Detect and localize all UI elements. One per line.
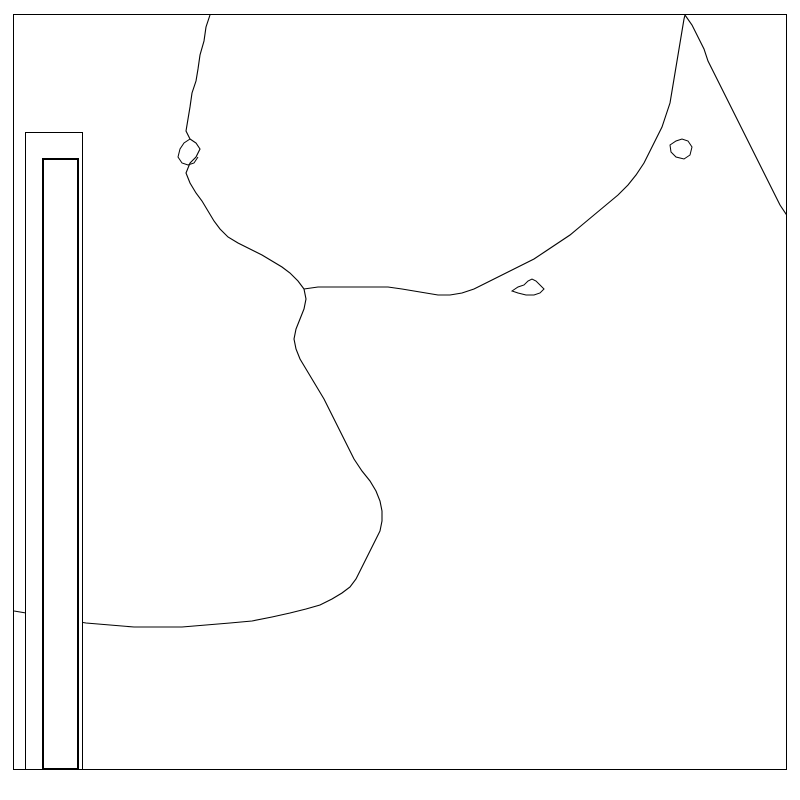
map-frame[interactable]	[13, 14, 787, 770]
colorbar-panel	[25, 132, 83, 770]
wind-speed-raster	[14, 15, 786, 769]
colorbar-gradient[interactable]	[42, 158, 79, 770]
map-plot-area[interactable]	[14, 15, 786, 769]
